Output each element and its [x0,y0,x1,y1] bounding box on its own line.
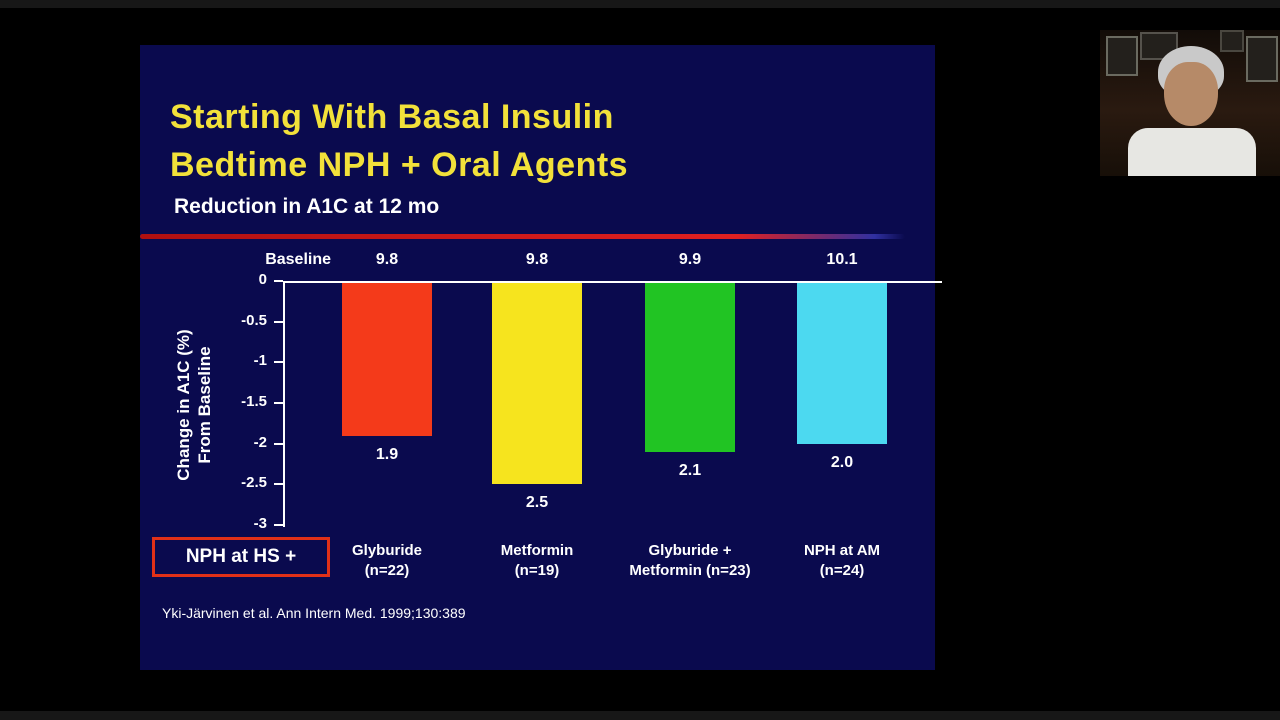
y-tick-label: -2 [253,433,267,451]
category-label-line: Metformin [500,542,574,559]
y-axis-label-line1: Change in A1C (%) [174,329,193,481]
category-label: Metformin (n=19) [449,541,625,581]
y-tick-mark [274,361,283,364]
presenter-face [1164,62,1218,126]
y-tick-label: -0.5 [241,311,267,329]
category-label: Glyburide + Metformin (n=23) [602,541,778,581]
slide-title: Starting With Basal Insulin Bedtime NPH … [170,93,628,189]
citation: Yki-Järvinen et al. Ann Intern Med. 1999… [162,605,466,621]
category-label-line: NPH at AM [803,542,881,559]
y-tick-mark [274,483,283,486]
y-tick-label: -1.5 [241,393,267,410]
picture-frame-icon [1106,36,1138,76]
bar-value-label: 2.1 [678,461,702,479]
nph-box: NPH at HS + [152,537,330,577]
y-tick-mark [274,320,283,323]
bar-value-label: 2.5 [525,494,549,512]
baseline-value: 9.8 [375,251,399,268]
category-label-line: Glyburide [351,542,422,559]
y-tick-label: -2.5 [241,474,267,492]
y-axis-label-line2: From Baseline [195,346,214,464]
category-label-line: (n=19) [514,562,560,579]
y-tick-mark [274,524,283,526]
baseline-value: 9.9 [678,251,702,268]
nph-box-label: NPH at HS + [185,546,297,567]
slide-title-line1: Starting With Basal Insulin [170,98,614,136]
category-label-line: Glyburide + [648,542,732,559]
picture-frame-icon [1220,30,1244,52]
y-tick-mark [274,280,283,282]
category-label: Glyburide (n=22) [299,541,475,581]
plot-area: Baseline 0 -0.5 -1 -1.5 -2 -2.5 -3 1.9 9.8 Glybur… [241,251,943,579]
category-label-line: Metformin (n=23) [629,562,751,579]
bar-3 [645,283,735,452]
y-tick-label: 0 [258,271,267,288]
presenter-shirt [1128,128,1256,176]
baseline-row-label: Baseline [265,251,331,268]
y-tick-mark [274,402,283,404]
slide-title-line2: Bedtime NPH + Oral Agents [170,146,629,184]
category-label: NPH at AM (n=24) [754,541,930,581]
bar-2 [492,283,582,485]
y-tick-mark [274,442,283,445]
bar-4 [797,283,887,444]
chart-subtitle: Reduction in A1C at 12 mo [174,195,440,218]
letterbox-bottom [0,711,1280,720]
webcam-overlay [1100,30,1280,176]
title-divider [140,234,905,239]
slide: Starting With Basal Insulin Bedtime NPH … [140,45,942,670]
y-axis-label: Change in A1C (%) From Baseline [173,280,217,530]
bar-value-label: 2.0 [830,453,854,471]
bar-1 [342,283,432,436]
baseline-value: 9.8 [525,251,549,268]
baseline-value: 10.1 [826,251,858,268]
y-tick-label: -1 [253,352,267,370]
category-label-line: (n=22) [364,562,410,579]
letterbox-top [0,0,1280,8]
bar-value-label: 1.9 [375,445,399,463]
category-label-line: (n=24) [819,562,865,579]
picture-frame-icon [1246,36,1278,82]
y-tick-label: -3 [253,515,267,532]
